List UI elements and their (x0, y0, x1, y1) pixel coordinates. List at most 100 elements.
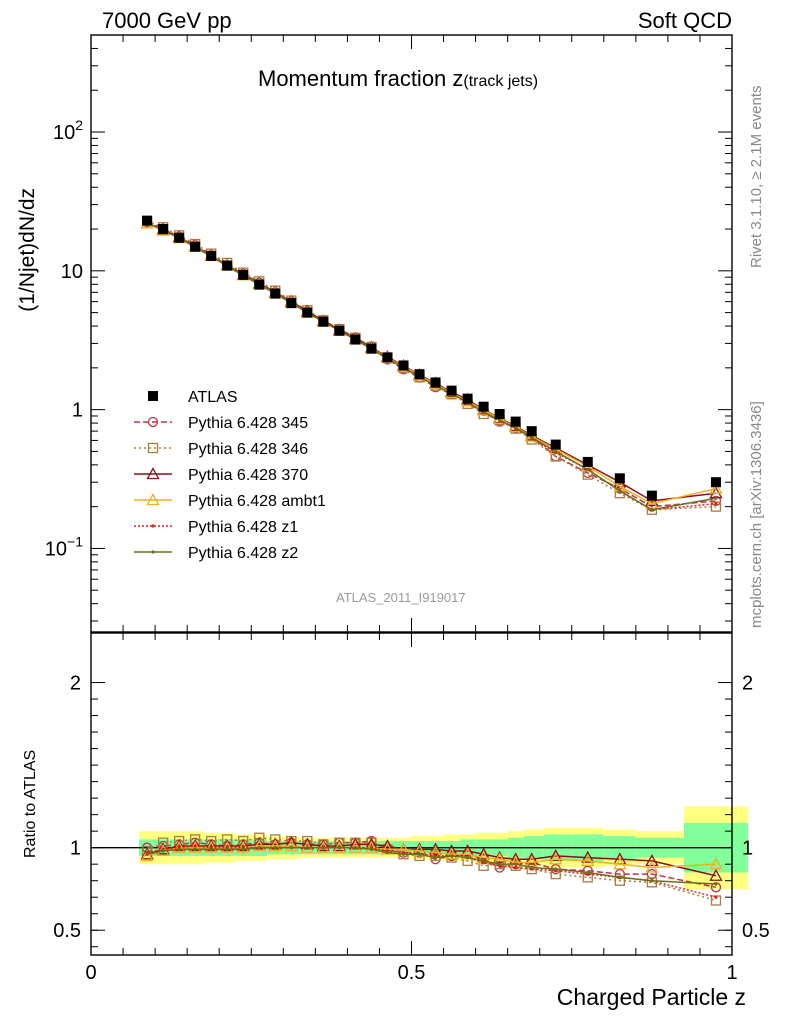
ratio-series-marker (525, 855, 539, 868)
ratio-series-marker (257, 846, 261, 850)
main-series-marker (300, 304, 314, 317)
main-series-marker (460, 394, 475, 407)
ratio-series-marker (462, 849, 473, 860)
ratio-band-outer (315, 837, 332, 858)
legend-marker-p346 (147, 442, 159, 454)
ratio-band-inner (635, 837, 684, 858)
ratio-series-marker (302, 839, 313, 850)
ratio-series-marker (188, 840, 202, 853)
ratio-series-line (146, 845, 717, 898)
legend-marker-z2 (151, 550, 155, 554)
ratio-band-inner (459, 839, 476, 856)
ratio-series-marker (396, 842, 411, 855)
main-series-marker (396, 358, 411, 371)
main-series-marker (177, 235, 181, 240)
ratio-band-outer (543, 827, 572, 868)
main-series-marker (348, 332, 363, 345)
main-series-marker (145, 220, 149, 225)
legend: ATLAS Pythia 6.428 345 Pythia 6.428 346 Pyt… (134, 389, 326, 562)
ratio-series-marker (417, 852, 422, 856)
ratio-series-marker (289, 846, 293, 850)
ratio-band-outer (523, 829, 544, 866)
ratio-series-marker (614, 868, 625, 880)
main-series-marker (172, 230, 186, 243)
main-series-marker (525, 429, 539, 442)
ratio-series-marker (209, 847, 213, 851)
main-series-marker (193, 245, 197, 249)
ratio-series-marker (193, 844, 197, 848)
ratio-series-marker (493, 852, 507, 865)
main-series-marker (514, 426, 518, 430)
main-series-marker (257, 283, 261, 287)
ratio-series-marker (316, 840, 330, 853)
main-series-marker (252, 276, 266, 289)
ratio-series-marker (353, 846, 358, 850)
main-series-marker (204, 249, 218, 262)
main-series-marker (428, 376, 443, 389)
ratio-series-marker (220, 840, 234, 853)
data-point-marker (350, 334, 361, 345)
data-point-marker (550, 439, 561, 450)
ratio-series-marker (401, 852, 406, 856)
main-series-marker (462, 398, 473, 410)
data-point-marker (710, 477, 721, 488)
ratio-series-marker (509, 852, 523, 865)
main-series-marker (236, 267, 250, 280)
ratio-series-marker (305, 846, 309, 850)
main-series-z1 (145, 220, 718, 512)
data-point-marker (478, 401, 489, 412)
ratio-band-inner (347, 841, 364, 855)
main-series-marker (417, 375, 422, 379)
legend-label-z2: Pythia 6.428 z2 (188, 545, 298, 562)
ratio-series-marker (465, 855, 470, 860)
ratio-series-marker (141, 842, 153, 853)
ratio-series-marker (714, 882, 718, 886)
main-series-marker (514, 426, 518, 431)
main-series-marker (494, 414, 505, 426)
main-series-marker (190, 240, 201, 251)
ratio-series-marker (449, 854, 454, 858)
data-point-marker (238, 269, 249, 280)
main-series-marker (289, 301, 293, 305)
ratio-series-marker (498, 864, 502, 868)
main-panel: 10−1 1 10 102 (45, 34, 733, 633)
ratio-series-marker (430, 854, 441, 865)
ratio-series-marker (477, 847, 491, 860)
data-point-marker (286, 298, 297, 309)
ratio-y-tick-label-right: 0.5 (742, 920, 770, 942)
data-point-marker (494, 409, 505, 420)
ratio-series-marker (350, 837, 361, 848)
ratio-band-inner (443, 841, 460, 855)
main-series-marker (353, 337, 358, 342)
ratio-series-marker (332, 840, 346, 853)
ratio-series-marker (161, 849, 165, 853)
data-point-marker (158, 224, 169, 235)
main-series-marker (225, 264, 229, 268)
ratio-y-axis-title: Ratio to ATLAS (22, 749, 39, 858)
ratio-y-tick-label-left: 2 (70, 673, 81, 695)
ratio-band-inner (363, 841, 380, 855)
main-series-marker (188, 239, 202, 252)
ratio-band-inner (475, 839, 492, 856)
ratio-y-tick-label-left: 1 (70, 838, 81, 860)
data-point-marker (582, 456, 593, 467)
main-series-marker (582, 469, 593, 480)
data-point-marker (398, 360, 409, 371)
main-series-marker (225, 264, 229, 268)
main-series-marker (353, 337, 358, 342)
main-series-marker (364, 341, 379, 354)
main-series-p345 (141, 216, 722, 512)
ratio-frame (90, 632, 733, 956)
ratio-series-marker (618, 875, 622, 879)
ratio-series-marker (494, 859, 505, 870)
data-point-marker (646, 490, 657, 501)
ratio-band-outer (683, 806, 749, 889)
main-series-marker (273, 292, 277, 296)
ratio-series-marker (369, 847, 374, 851)
legend-marker-z1 (151, 524, 155, 528)
main-series-marker (510, 422, 521, 433)
ratio-series-marker (514, 865, 518, 870)
main-series-marker (173, 231, 185, 242)
ratio-series-marker (398, 847, 409, 858)
main-series-marker (156, 223, 170, 236)
